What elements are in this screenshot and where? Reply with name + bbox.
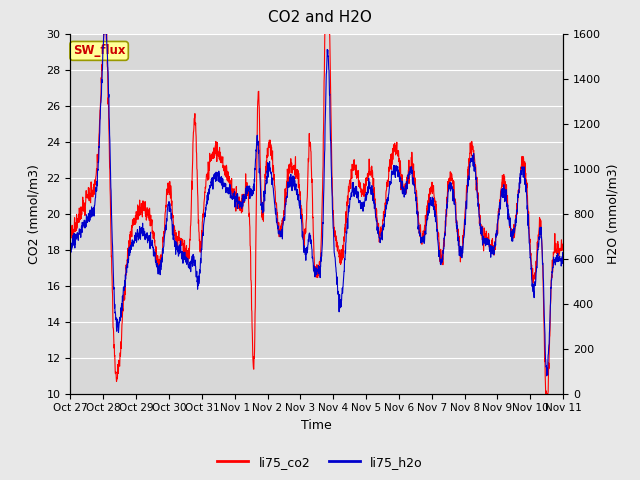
Text: SW_flux: SW_flux xyxy=(73,44,125,58)
Text: CO2 and H2O: CO2 and H2O xyxy=(268,10,372,24)
Legend: li75_co2, li75_h2o: li75_co2, li75_h2o xyxy=(212,451,428,474)
Y-axis label: CO2 (mmol/m3): CO2 (mmol/m3) xyxy=(28,164,41,264)
Y-axis label: H2O (mmol/m3): H2O (mmol/m3) xyxy=(607,163,620,264)
X-axis label: Time: Time xyxy=(301,419,332,432)
